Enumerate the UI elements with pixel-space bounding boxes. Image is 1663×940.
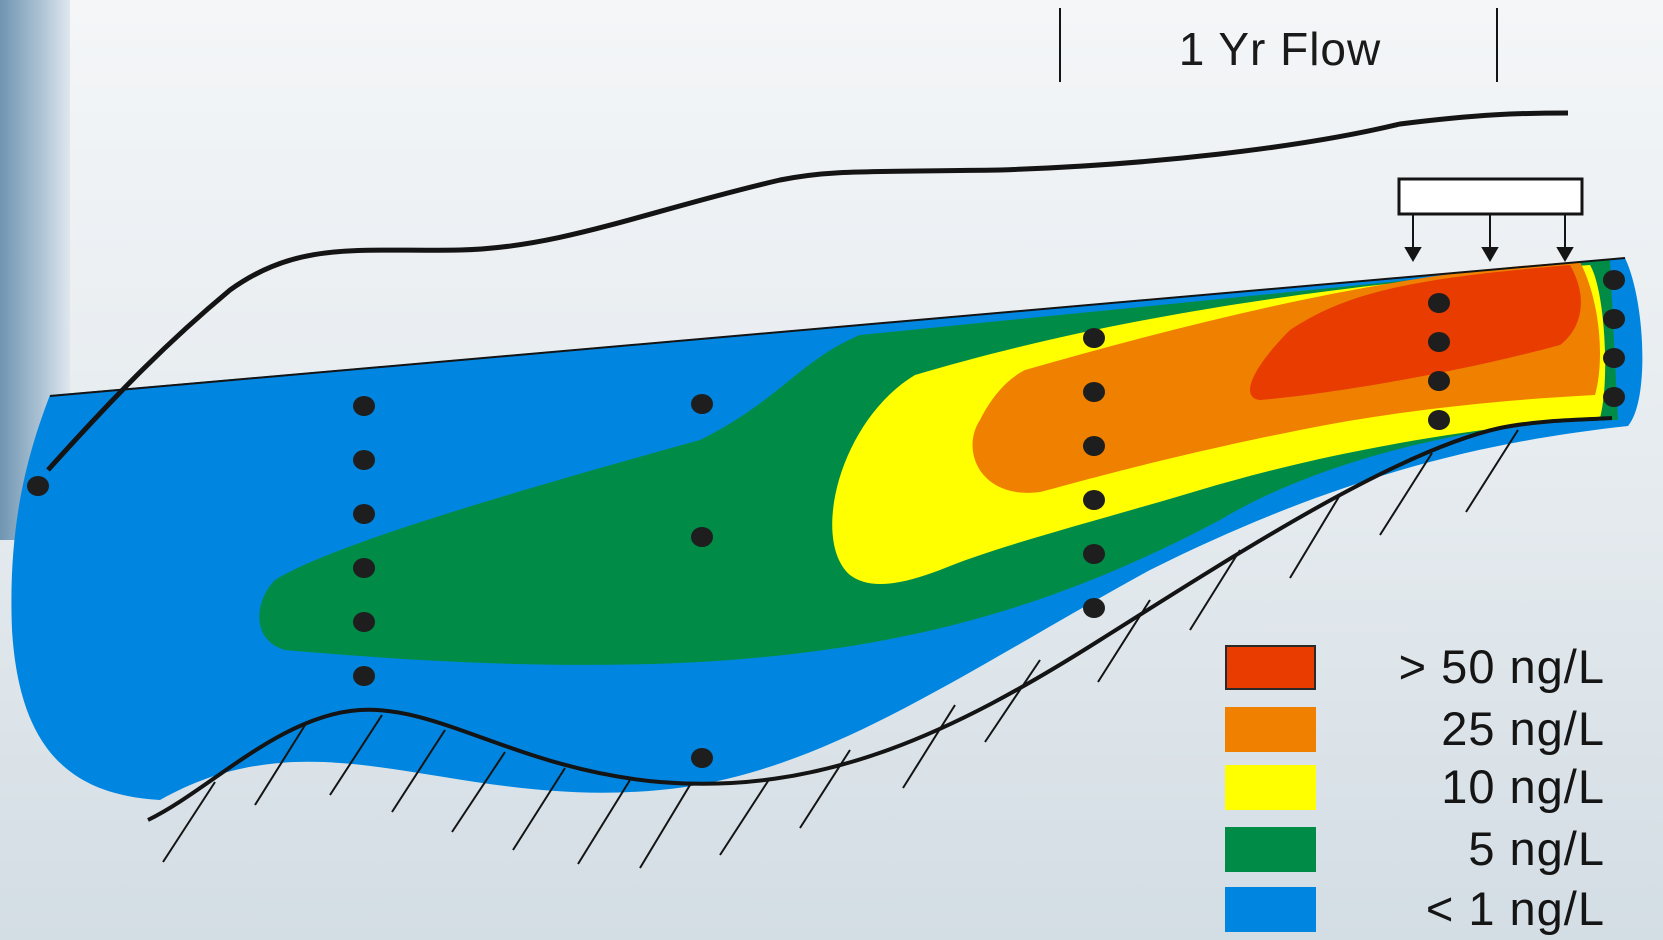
source-box-icon: [1397, 177, 1584, 216]
water-table-line: [49, 257, 1626, 397]
legend-label: 5 ng/L: [1468, 822, 1605, 875]
sample-point: [1603, 270, 1625, 290]
sample-point: [353, 450, 375, 470]
sample-point: [691, 748, 713, 768]
sample-point: [1603, 348, 1625, 368]
ground-surface-line: [46, 110, 1569, 472]
sample-point: [1083, 328, 1105, 348]
bedrock-hatch: [162, 429, 1519, 869]
sample-point: [27, 476, 49, 496]
sample-point: [691, 394, 713, 414]
legend-swatch: [1225, 887, 1316, 932]
legend-label: < 1 ng/L: [1425, 882, 1605, 935]
sample-point: [353, 396, 375, 416]
sample-point: [1083, 436, 1105, 456]
sample-point: [1083, 382, 1105, 402]
sample-point: [1083, 544, 1105, 564]
legend-item-gt50: > 50 ng/L: [1225, 642, 1625, 692]
sample-point: [1428, 410, 1450, 430]
sample-points: [27, 270, 1625, 768]
sample-point: [1428, 371, 1450, 391]
sample-point: [353, 666, 375, 686]
down-arrow-icons: [1404, 214, 1574, 262]
plume-zone-greater-than-50: [1250, 265, 1581, 400]
legend-swatch: [1225, 765, 1316, 810]
legend-swatch: [1225, 827, 1316, 872]
sample-point: [1083, 598, 1105, 618]
legend-swatch: [1225, 645, 1316, 690]
legend-item-25: 25 ng/L: [1225, 704, 1625, 754]
sample-point: [1603, 387, 1625, 407]
legend-swatch: [1225, 707, 1316, 752]
legend-item-lt1: < 1 ng/L: [1225, 884, 1625, 934]
flow-label: 1 Yr Flow: [1178, 23, 1382, 75]
legend-label: > 50 ng/L: [1398, 640, 1605, 693]
sample-point: [1603, 309, 1625, 329]
sample-point: [1428, 332, 1450, 352]
legend-item-10: 10 ng/L: [1225, 762, 1625, 812]
sample-point: [353, 558, 375, 578]
sample-point: [353, 612, 375, 632]
legend-label: 25 ng/L: [1441, 702, 1605, 755]
bedrock-surface-line: [147, 416, 1613, 822]
legend-label: 10 ng/L: [1441, 760, 1605, 813]
sample-point: [1083, 490, 1105, 510]
sample-point: [353, 504, 375, 524]
legend-item-5: 5 ng/L: [1225, 824, 1625, 874]
sample-point: [1428, 293, 1450, 313]
sample-point: [691, 527, 713, 547]
